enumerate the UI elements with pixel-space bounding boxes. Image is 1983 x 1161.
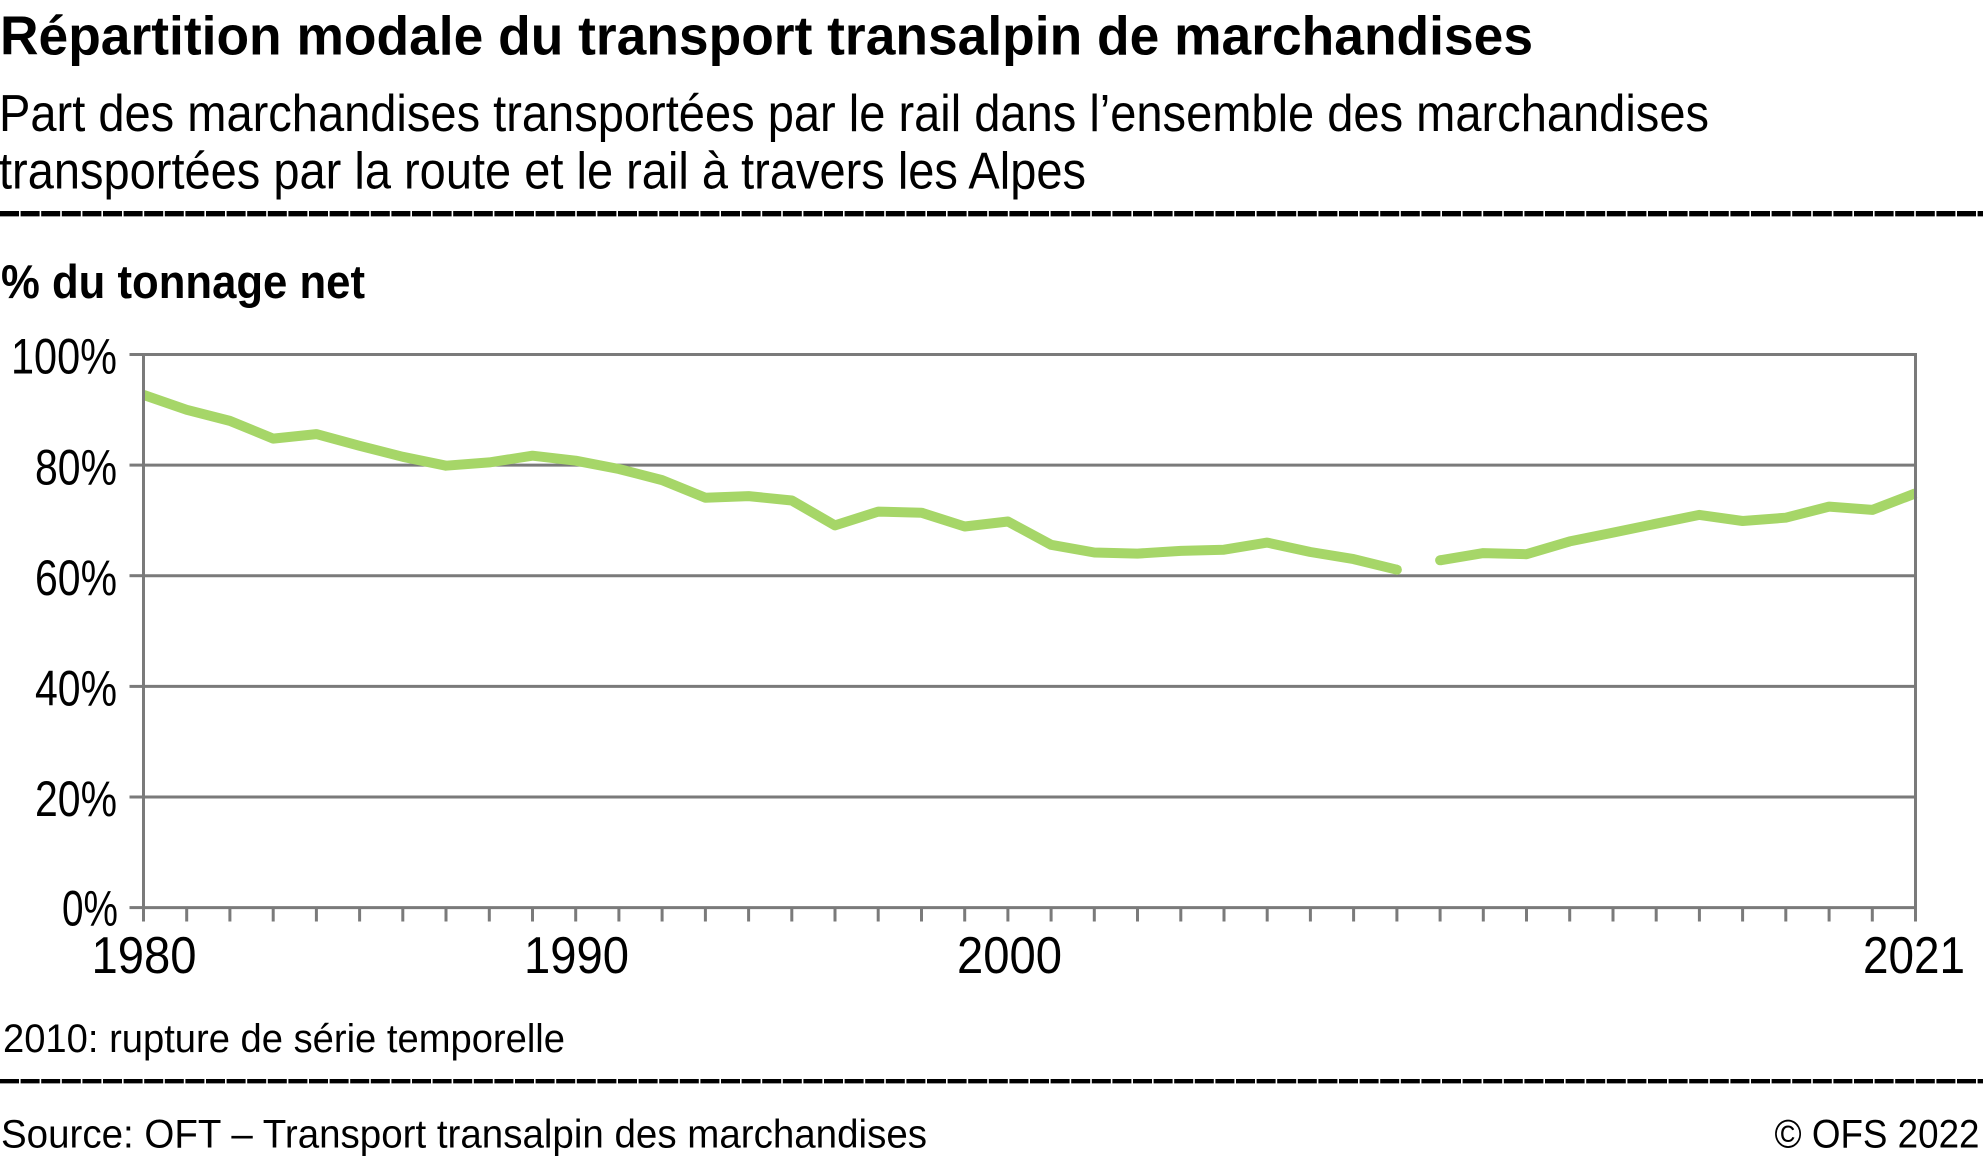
- svg-text:Part des marchandises transpor: Part des marchandises transportées par l…: [0, 85, 1709, 143]
- svg-text:100%: 100%: [11, 328, 117, 385]
- svg-text:1990: 1990: [524, 926, 629, 984]
- svg-text:60%: 60%: [35, 549, 117, 606]
- svg-text:40%: 40%: [35, 660, 117, 717]
- svg-text:Source: OFT – Transport transa: Source: OFT – Transport transalpin des m…: [1, 1113, 927, 1157]
- svg-text:© OFS 2022: © OFS 2022: [1775, 1113, 1980, 1157]
- svg-text:20%: 20%: [35, 770, 117, 827]
- svg-text:2000: 2000: [957, 926, 1062, 984]
- svg-text:% du tonnage net: % du tonnage net: [1, 255, 365, 308]
- svg-text:2010: rupture de série tempore: 2010: rupture de série temporelle: [3, 1017, 565, 1061]
- svg-text:80%: 80%: [35, 438, 117, 495]
- svg-text:0%: 0%: [62, 880, 118, 937]
- svg-text:2021: 2021: [1863, 926, 1965, 984]
- svg-text:Répartition modale du transpor: Répartition modale du transport transalp…: [0, 6, 1533, 67]
- svg-text:transportées par la route et l: transportées par la route et le rail à t…: [0, 143, 1086, 201]
- svg-text:1980: 1980: [92, 926, 197, 984]
